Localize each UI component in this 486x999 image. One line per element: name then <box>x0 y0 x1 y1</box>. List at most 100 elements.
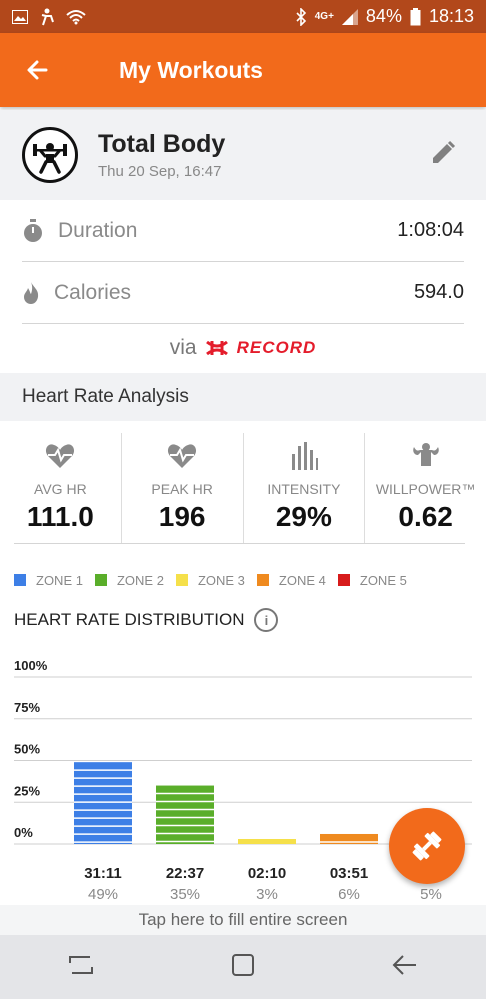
bar <box>156 785 214 844</box>
legend-label: ZONE 4 <box>278 572 326 588</box>
metric-value: 29% <box>275 501 332 532</box>
legend-item: ZONE 2 <box>94 572 164 588</box>
metric-value: 111.0 <box>26 501 94 532</box>
bar-percent-label: 35% <box>170 886 200 903</box>
info-icon[interactable]: i <box>254 608 279 632</box>
bar-zone-3 <box>238 838 296 844</box>
metric-label: INTENSITY <box>267 481 341 497</box>
metric-label: AVG HR <box>34 481 87 497</box>
y-tick-label: 50% <box>14 742 40 757</box>
pencil-icon <box>433 140 456 163</box>
home-button[interactable] <box>231 953 255 982</box>
flame-icon <box>24 281 39 304</box>
calories-label: Calories <box>54 280 132 304</box>
bar <box>320 833 378 844</box>
legend-swatch <box>256 574 269 586</box>
legend-label: ZONE 3 <box>197 572 245 588</box>
duration-row: Duration 1:08:04 <box>22 200 464 262</box>
metric-label: PEAK HR <box>151 481 213 497</box>
system-back-icon <box>392 954 416 975</box>
bluetooth-icon <box>296 7 306 26</box>
home-icon <box>231 953 254 976</box>
intensity-bars-icon <box>291 442 318 470</box>
battery-percent: 84% <box>365 6 402 26</box>
metric-value: 0.62 <box>398 501 453 532</box>
bar-zone-4 <box>320 833 378 844</box>
back-button[interactable] <box>0 33 76 107</box>
legend-swatch <box>94 574 107 586</box>
legend-label: ZONE 1 <box>36 572 83 588</box>
bar-percent-label: 5% <box>420 886 442 903</box>
stopwatch-icon <box>24 218 42 242</box>
system-nav-bar <box>0 935 486 999</box>
accessibility-notification-icon <box>41 8 54 25</box>
battery-icon <box>410 7 421 25</box>
chart-title-text: HEART RATE DISTRIBUTION <box>14 610 245 629</box>
fill-screen-bar[interactable]: Tap here to fill entire screen <box>0 905 486 935</box>
via-label: via <box>169 336 197 359</box>
bar <box>238 838 296 844</box>
status-time: 18:13 <box>428 6 474 26</box>
y-tick-label: 0% <box>14 825 33 840</box>
legend-item: ZONE 4 <box>256 572 326 588</box>
calories-row: Calories 594.0 <box>22 262 464 324</box>
bar-time-label: 31:11 <box>84 865 122 882</box>
y-tick-label: 75% <box>14 700 40 715</box>
legend-item: ZONE 3 <box>175 572 245 588</box>
legend-swatch <box>175 574 188 586</box>
legend-item: ZONE 5 <box>337 572 407 588</box>
arrow-back-icon <box>27 60 48 80</box>
metric-label: WILLPOWER™ <box>375 481 476 497</box>
status-bar: 4G+ 84% 18:13 <box>0 0 486 33</box>
metric-avg-hr: AVG HR 111.0 <box>0 433 121 543</box>
wifi-icon <box>66 9 86 24</box>
bar-time-label: 03:51 <box>330 865 368 882</box>
under-armour-logo-icon <box>205 340 228 356</box>
legend-swatch <box>337 574 350 586</box>
heart-rate-icon <box>168 444 197 468</box>
edit-workout-button[interactable] <box>430 140 456 171</box>
metric-peak-hr: PEAK HR 196 <box>120 433 243 543</box>
workout-header: Total Body Thu 20 Sep, 16:47 <box>0 110 486 200</box>
calories-value: 594.0 <box>413 281 464 303</box>
legend-label: ZONE 2 <box>116 572 164 588</box>
heart-rate-analysis-header: Heart Rate Analysis <box>0 373 486 421</box>
metric-value: 196 <box>158 501 206 532</box>
heart-rate-icon <box>46 444 75 468</box>
duration-label: Duration <box>58 218 138 242</box>
y-tick-label: 25% <box>14 783 40 798</box>
bar-percent-label: 49% <box>88 886 118 903</box>
legend-item: ZONE 1 <box>14 573 83 588</box>
bar-percent-label: 3% <box>256 886 278 903</box>
chart-title: HEART RATE DISTRIBUTION i <box>14 608 279 632</box>
y-tick-label: 100% <box>14 658 48 673</box>
network-type: 4G+ <box>314 11 334 22</box>
heart-rate-distribution-chart: 100% 75% 50% 25% 0% 31:11 49% 22:37 35% 02:10 3% 03… <box>14 658 472 903</box>
workout-type-avatar <box>22 127 78 183</box>
bar-zone-1 <box>74 762 132 844</box>
signal-icon <box>341 8 358 25</box>
bar-time-label: 02:10 <box>248 865 286 882</box>
duration-value: 1:08:04 <box>397 219 464 241</box>
zone-legend: ZONE 1 ZONE 2 ZONE 3 ZONE 4 ZONE 5 <box>14 570 474 590</box>
bar-time-label: 22:37 <box>166 865 204 882</box>
metric-intensity: INTENSITY 29% <box>242 433 365 543</box>
system-back-button[interactable] <box>392 953 418 982</box>
weightlifter-icon <box>33 143 67 174</box>
page-title: My Workouts <box>119 56 263 83</box>
workout-name: Total Body <box>98 130 226 158</box>
bar <box>74 762 132 844</box>
recent-apps-button[interactable] <box>68 953 94 982</box>
app-bar: My Workouts <box>0 33 486 107</box>
metric-willpower: WILLPOWER™ 0.62 <box>364 433 486 543</box>
hr-metrics: AVG HR 111.0 PEAK HR 196 INTENSITY 29% W… <box>0 433 486 543</box>
muscle-icon <box>412 443 439 466</box>
bar-percent-label: 6% <box>338 886 360 903</box>
gallery-notification-icon <box>12 9 28 24</box>
via-record-link[interactable]: via RECORD <box>0 325 486 371</box>
legend-swatch <box>14 574 26 586</box>
add-workout-fab[interactable] <box>389 808 465 884</box>
dumbbell-icon <box>412 831 442 861</box>
legend-label: ZONE 5 <box>359 572 407 588</box>
record-brand: RECORD <box>236 338 317 357</box>
